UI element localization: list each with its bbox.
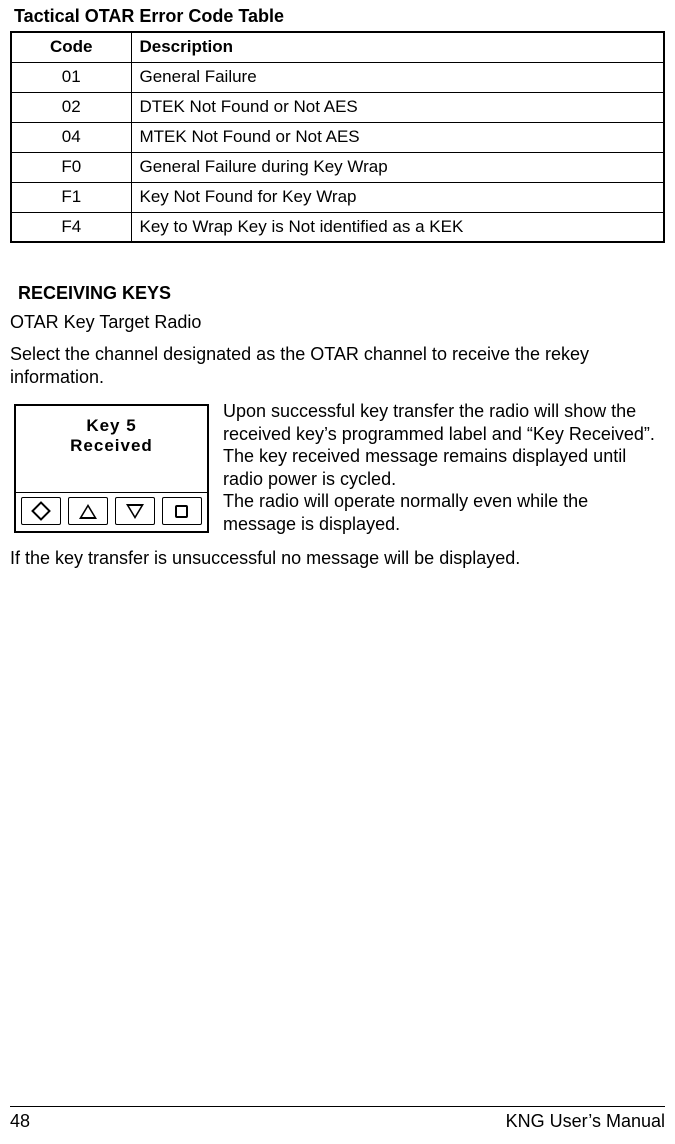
key-received-block: Key 5 Received Upon successful key trans…: [10, 400, 665, 582]
square-icon: [175, 505, 188, 518]
table-row: F1 Key Not Found for Key Wrap: [11, 182, 664, 212]
cell-desc: DTEK Not Found or Not AES: [131, 92, 664, 122]
paragraph-failure: If the key transfer is unsuccessful no m…: [10, 547, 665, 570]
table-row: F0 General Failure during Key Wrap: [11, 152, 664, 182]
cell-desc: General Failure during Key Wrap: [131, 152, 664, 182]
up-button[interactable]: [68, 497, 108, 525]
table-header-row: Code Description: [11, 32, 664, 62]
cell-code: 01: [11, 62, 131, 92]
table-row: 01 General Failure: [11, 62, 664, 92]
cell-code: 02: [11, 92, 131, 122]
radio-display-widget: Key 5 Received: [14, 404, 209, 533]
cell-code: F1: [11, 182, 131, 212]
cell-desc: General Failure: [131, 62, 664, 92]
error-code-table: Code Description 01 General Failure 02 D…: [10, 31, 665, 243]
cell-code: F0: [11, 152, 131, 182]
radio-button-row: [16, 492, 207, 531]
table-title: Tactical OTAR Error Code Table: [14, 6, 665, 27]
cell-desc: Key to Wrap Key is Not identified as a K…: [131, 212, 664, 242]
square-button[interactable]: [162, 497, 202, 525]
page-footer: 48 KNG User’s Manual: [10, 1106, 665, 1132]
radio-screen: Key 5 Received: [16, 406, 207, 492]
cell-desc: Key Not Found for Key Wrap: [131, 182, 664, 212]
col-header-code: Code: [11, 32, 131, 62]
radio-screen-line1: Key 5: [86, 416, 136, 436]
manual-title: KNG User’s Manual: [506, 1111, 665, 1132]
triangle-down-icon: [126, 504, 144, 519]
page-number: 48: [10, 1111, 30, 1132]
down-button[interactable]: [115, 497, 155, 525]
table-row: 02 DTEK Not Found or Not AES: [11, 92, 664, 122]
intro-paragraph: Select the channel designated as the OTA…: [10, 343, 665, 388]
triangle-up-icon: [79, 504, 97, 519]
diamond-button[interactable]: [21, 497, 61, 525]
col-header-description: Description: [131, 32, 664, 62]
cell-desc: MTEK Not Found or Not AES: [131, 122, 664, 152]
table-row: 04 MTEK Not Found or Not AES: [11, 122, 664, 152]
radio-screen-line2: Received: [70, 436, 153, 456]
section-subheading: OTAR Key Target Radio: [10, 312, 665, 333]
cell-code: 04: [11, 122, 131, 152]
cell-code: F4: [11, 212, 131, 242]
diamond-icon: [31, 501, 51, 521]
table-row: F4 Key to Wrap Key is Not identified as …: [11, 212, 664, 242]
section-heading: RECEIVING KEYS: [18, 283, 665, 304]
